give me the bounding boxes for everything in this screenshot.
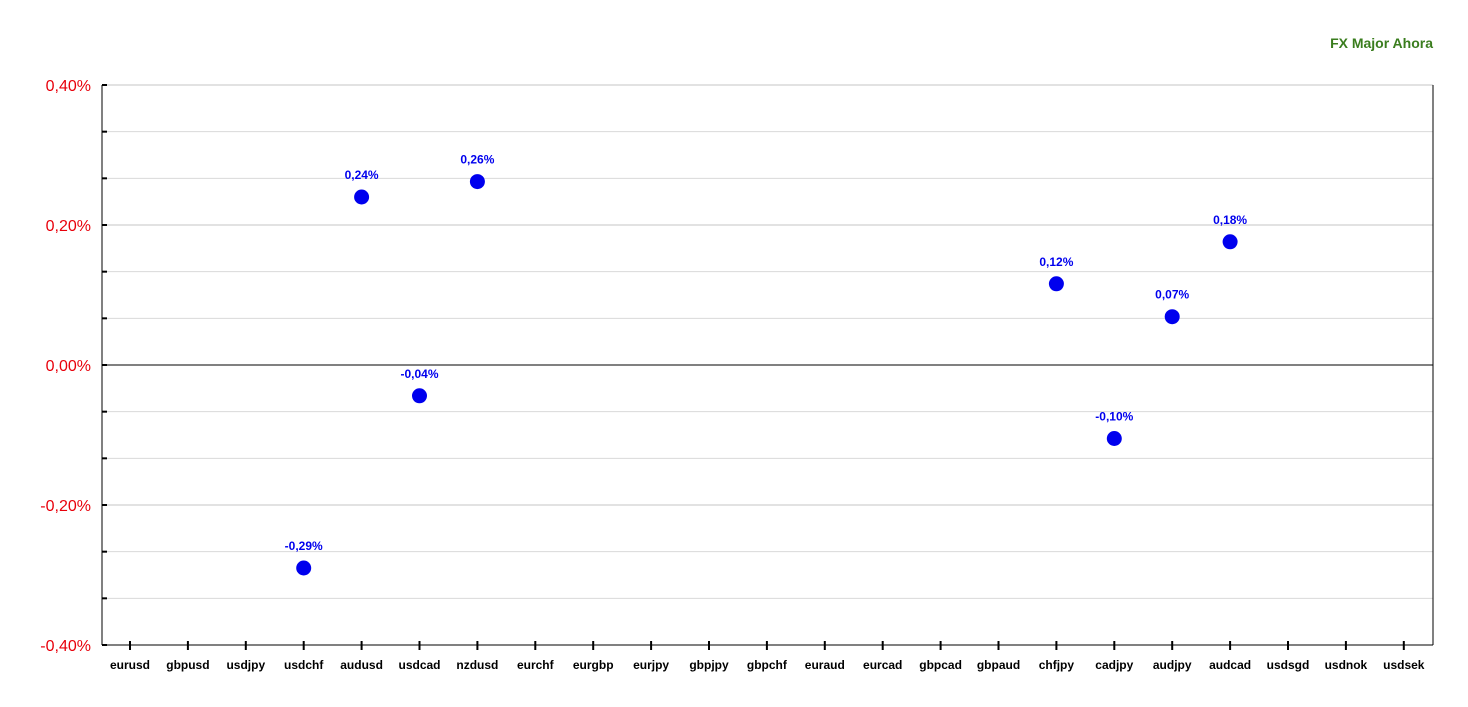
x-tick-label: usdjpy bbox=[226, 658, 265, 672]
x-tick-label: eurchf bbox=[517, 658, 555, 672]
x-tick-label: eurgbp bbox=[573, 658, 614, 672]
x-tick-label: usdsgd bbox=[1267, 658, 1310, 672]
data-point-audjpy bbox=[1164, 309, 1180, 325]
y-tick-label: 0,40% bbox=[46, 78, 91, 95]
x-tick-label: usdnok bbox=[1325, 658, 1368, 672]
data-point-audcad bbox=[1222, 234, 1238, 250]
x-tick-label: audjpy bbox=[1153, 658, 1192, 672]
x-tick-label: nzdusd bbox=[456, 658, 498, 672]
data-point-audusd bbox=[354, 189, 370, 205]
x-tick-label: usdsek bbox=[1383, 658, 1425, 672]
data-points: -0,29% 0,24% -0,04% 0,26% 0,12% -0,10% 0,07% 0,… bbox=[285, 153, 1247, 576]
x-tick-label: eurjpy bbox=[633, 658, 669, 672]
x-tick-label: audusd bbox=[340, 658, 383, 672]
y-tick-label: -0,40% bbox=[40, 638, 91, 655]
y-tick-label: 0,20% bbox=[46, 218, 91, 235]
data-label-cadjpy: -0,10% bbox=[1095, 410, 1133, 424]
data-point-usdcad bbox=[412, 388, 427, 404]
data-label-audcad: 0,18% bbox=[1213, 213, 1247, 227]
x-tick-label: usdchf bbox=[284, 658, 324, 672]
data-point-cadjpy bbox=[1106, 431, 1122, 446]
data-label-chfjpy: 0,12% bbox=[1039, 255, 1073, 269]
x-tick-label: gbpaud bbox=[977, 658, 1020, 672]
x-tick-label: gbpchf bbox=[747, 658, 788, 672]
x-tick-label: eurcad bbox=[863, 658, 902, 672]
x-tick-label: audcad bbox=[1209, 658, 1251, 672]
data-label-audjpy: 0,07% bbox=[1155, 288, 1189, 302]
x-tick-label: euraud bbox=[805, 658, 845, 672]
x-tick-label: gbpcad bbox=[919, 658, 962, 672]
x-tick-label: cadjpy bbox=[1095, 658, 1133, 672]
x-tick-label: gbpusd bbox=[166, 658, 209, 672]
y-tick-label: 0,00% bbox=[46, 358, 91, 375]
data-label-audusd: 0,24% bbox=[345, 168, 379, 182]
data-point-nzdusd bbox=[469, 174, 485, 190]
axes bbox=[101, 84, 1434, 650]
data-label-usdchf: -0,29% bbox=[285, 539, 323, 553]
x-tick-labels: eurusd gbpusd usdjpy usdchf audusd usdcad nzdu… bbox=[110, 658, 1425, 672]
data-point-chfjpy bbox=[1048, 276, 1064, 292]
y-tick-labels: 0,40% 0,20% 0,00% -0,20% -0,40% bbox=[40, 78, 91, 655]
data-label-usdcad: -0,04% bbox=[400, 367, 438, 381]
data-label-nzdusd: 0,26% bbox=[460, 153, 494, 167]
chart-title: FX Major Ahora bbox=[1330, 35, 1433, 51]
data-point-usdchf bbox=[296, 560, 312, 576]
x-tick-label: eurusd bbox=[110, 658, 150, 672]
x-tick-label: gbpjpy bbox=[689, 658, 729, 672]
y-tick-label: -0,20% bbox=[40, 498, 91, 515]
x-tick-label: usdcad bbox=[398, 658, 440, 672]
x-tick-label: chfjpy bbox=[1039, 658, 1075, 672]
